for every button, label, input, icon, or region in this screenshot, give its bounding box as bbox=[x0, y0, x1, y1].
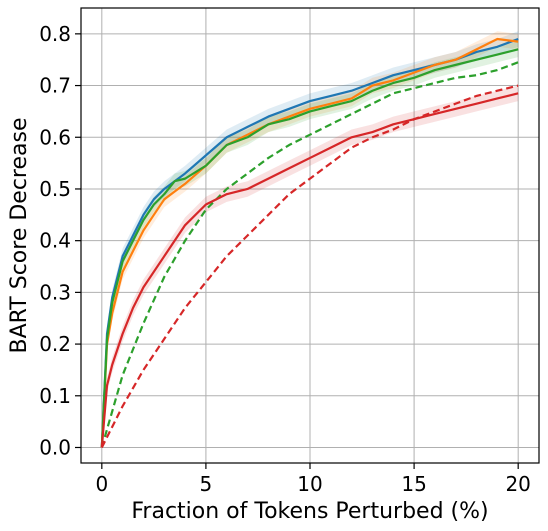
y-tick-label: 0.8 bbox=[39, 22, 71, 46]
x-tick-label: 20 bbox=[505, 472, 530, 496]
x-axis-label: Fraction of Tokens Perturbed (%) bbox=[131, 499, 488, 524]
series-1-band bbox=[101, 31, 519, 448]
x-tick-label: 5 bbox=[200, 472, 213, 496]
y-tick-label: 0.0 bbox=[39, 435, 71, 459]
grid bbox=[81, 8, 539, 463]
y-tick-label: 0.5 bbox=[39, 177, 71, 201]
series-3-line bbox=[100, 61, 519, 448]
x-tick-label: 10 bbox=[297, 472, 322, 496]
y-tick-label: 0.4 bbox=[39, 229, 71, 253]
series-lines bbox=[100, 37, 519, 448]
series-2-line bbox=[100, 48, 519, 448]
x-tick-label: 0 bbox=[95, 472, 108, 496]
y-axis-label: BART Score Decrease bbox=[7, 117, 32, 353]
series-4-line bbox=[100, 92, 519, 448]
y-tick-label: 0.1 bbox=[39, 384, 71, 408]
y-tick-label: 0.2 bbox=[39, 332, 71, 356]
y-tick-label: 0.7 bbox=[39, 74, 71, 98]
y-tick-label: 0.6 bbox=[39, 125, 71, 149]
series-5-line bbox=[100, 84, 519, 448]
x-tick-label: 15 bbox=[401, 472, 426, 496]
axis-ticks: 0 5 10 15 20 0.0 0.1 0.2 0.3 0.4 0.5 0.6 0.7 0.8 bbox=[39, 22, 531, 496]
y-tick-label: 0.3 bbox=[39, 280, 71, 304]
